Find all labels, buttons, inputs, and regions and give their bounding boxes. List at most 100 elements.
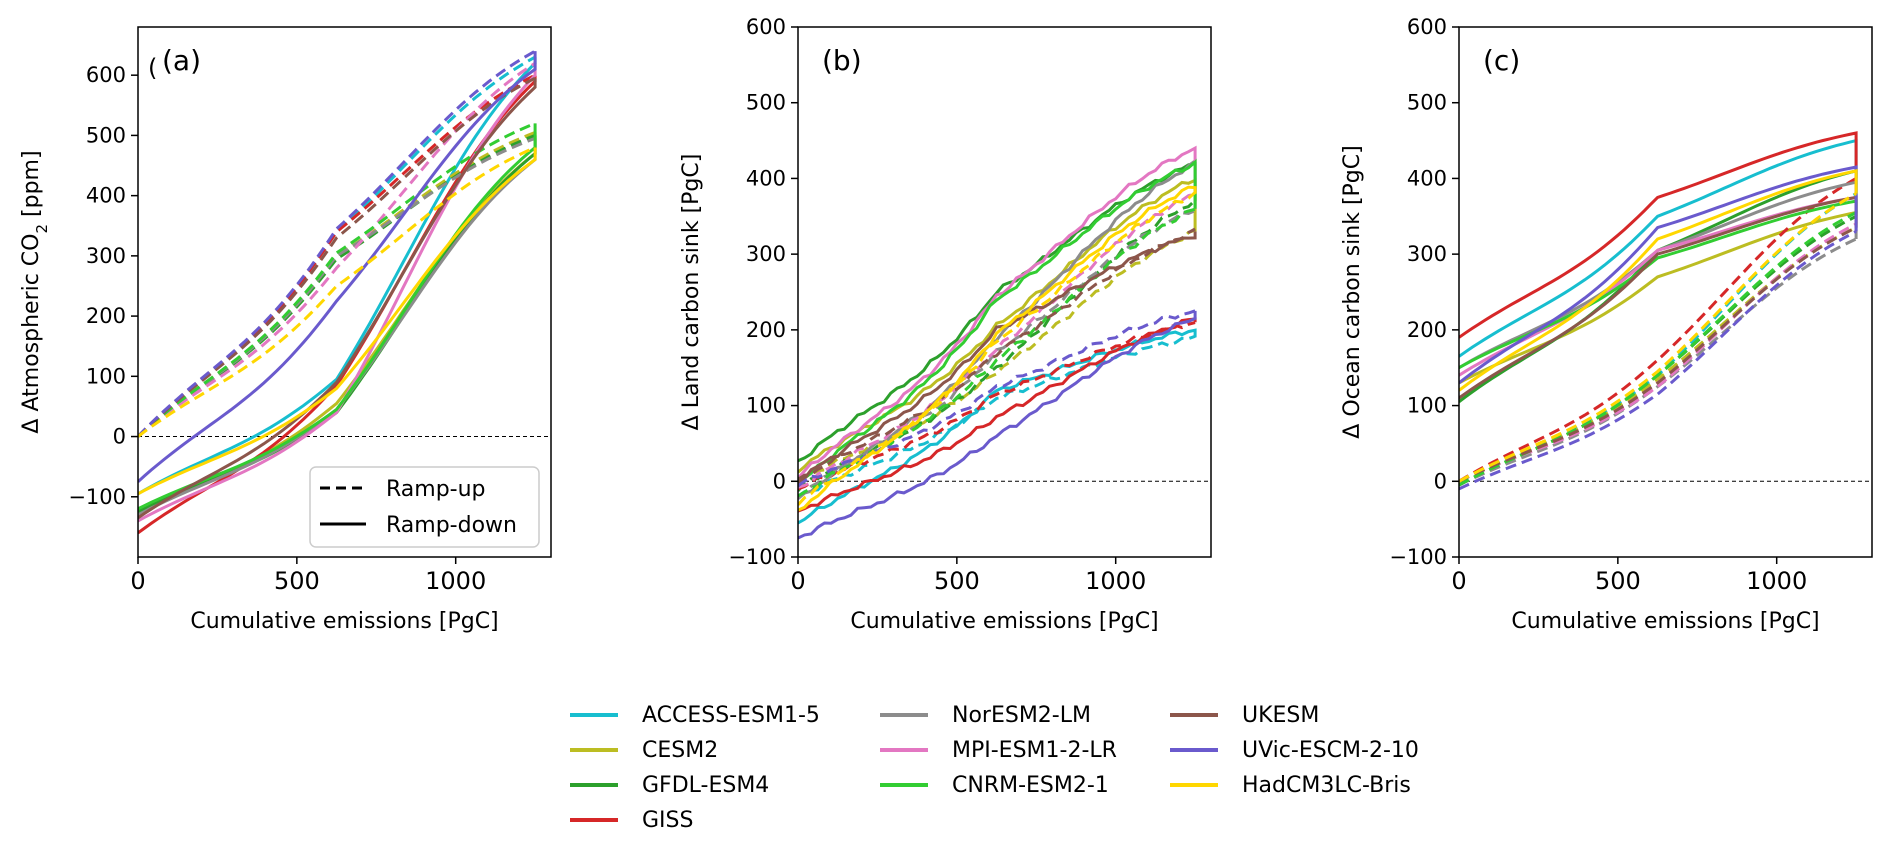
ramp-up-line-cesm2 [798,228,1196,481]
ramp-up-line-giss [1459,177,1857,483]
legend-label: NorESM2-LM [952,702,1091,728]
legend-label: UKESM [1242,702,1320,728]
x-tick-label: 0 [790,567,805,595]
legend-swatch [1170,748,1218,752]
ramp-down-line-ukesm [138,78,537,520]
y-tick-label: 300 [86,244,126,268]
ramp-down-line-cnrm-esm2-1 [138,123,537,511]
y-tick-label: 600 [1407,15,1447,39]
line-style-legend-box [309,466,540,548]
plot-frame [1458,26,1873,558]
y-tick-label: 400 [1407,166,1447,190]
x-tick-label: 500 [934,567,980,595]
legend-swatch [880,748,928,752]
panel-label: (a) [162,44,201,77]
legend-item-hadcm3lc-bris: HadCM3LC-Bris [1170,770,1411,800]
y-tick-label: −100 [728,545,786,569]
series-group [1459,131,1858,491]
ramp-down-line-hadcm3lc-bris [798,185,1197,512]
plot-frame [797,26,1212,558]
legend-label: HadCM3LC-Bris [1242,772,1411,798]
legend-swatch [570,713,618,717]
model-legend: ACCESS-ESM1-5 CESM2 GFDL-ESM4 GISS NorES… [570,700,1470,840]
ramp-down-line-mpi-esm1-2-lr [798,145,1197,480]
legend-swatch [1170,713,1218,717]
y-tick-label: 400 [746,166,786,190]
legend-swatch [570,818,618,822]
legend-label: UVic-ESCM-2-10 [1242,737,1419,763]
ramp-down-label: Ramp-down [386,513,517,538]
panel-b: 0 500 1000−1000100200300400500600Cumulativ… [679,15,1212,634]
ramp-down-line-ukesm [798,231,1197,485]
ramp-down-line-mpi-esm1-2-lr [1459,195,1858,377]
ramp-down-line-cnrm-esm2-1 [798,158,1197,487]
legend-item-mpi-esm1-2-lr: MPI-ESM1-2-LR [880,735,1117,765]
y-tick-label: 0 [1434,469,1447,493]
legend-item-cesm2: CESM2 [570,735,718,765]
x-axis-label: Cumulative emissions [PgC] [1511,609,1819,634]
y-axis-label-unit: [ppm] [19,150,44,224]
y-tick-label: 200 [746,318,786,342]
ramp-up-line-mpi-esm1-2-lr [1459,222,1857,483]
x-tick-label: 0 [130,567,145,595]
panel-label: (c) [1483,44,1520,77]
y-tick-label: 300 [746,242,786,266]
ramp-down-line-giss [1459,131,1858,339]
ramp-up-line-mpi-esm1-2-lr [138,61,536,438]
y-tick-label: 200 [86,304,126,328]
y-tick-label: 400 [86,184,126,208]
ramp-up-line-giss [798,321,1196,491]
x-tick-label: 1000 [1085,567,1146,595]
y-tick-label: 100 [746,394,786,418]
ramp-down-line-mpi-esm1-2-lr [138,63,537,523]
x-tick-label: 1000 [1746,567,1807,595]
ramp-up-line-ukesm [798,227,1196,481]
y-tick-label: 300 [1407,242,1447,266]
ramp-up-line-hadcm3lc-bris [138,146,536,438]
legend-label: CNRM-ESM2-1 [952,772,1109,798]
legend-item-giss: GISS [570,805,693,835]
panel-label-artifact: ( [148,54,157,82]
ramp-down-line-hadcm3lc-bris [1459,169,1858,392]
x-tick-label: 1000 [425,567,486,595]
line-style-legend: Ramp-up Ramp-down [309,466,540,548]
ramp-up-line-noresm2-lm [1459,237,1857,487]
x-tick-label: 500 [1595,567,1641,595]
legend-label: ACCESS-ESM1-5 [642,702,820,728]
legend-swatch [880,713,928,717]
y-tick-label: 500 [746,91,786,115]
ramp-up-line-noresm2-lm [138,136,536,438]
ramp-down-line-uvic-escm-2-10 [798,310,1197,540]
y-tick-label: −100 [68,485,126,509]
ramp-down-line-access-esm1-5 [138,57,537,496]
ramp-down-line-noresm2-lm [138,138,537,517]
y-tick-label: 100 [1407,394,1447,418]
ramp-up-line-hadcm3lc-bris [1459,192,1857,483]
y-tick-label: 200 [1407,318,1447,342]
y-axis-label: Δ Atmospheric CO2 [ppm] [19,150,51,433]
y-axis-label: Δ Land carbon sink [PgC] [679,154,704,431]
y-tick-label: 100 [86,364,126,388]
legend-swatch [570,783,618,787]
ramp-up-label: Ramp-up [386,477,486,502]
panel-c: 0 500 1000−1000100200300400500600Cumulativ… [1340,15,1873,634]
ramp-up-line-ukesm [138,76,536,438]
legend-item-uvic-escm-2-10: UVic-ESCM-2-10 [1170,735,1419,765]
legend-item-noresm2-lm: NorESM2-LM [880,700,1091,730]
legend-item-cnrm-esm2-1: CNRM-ESM2-1 [880,770,1109,800]
ramp-down-line-cesm2 [1459,210,1858,385]
x-tick-label: 500 [274,567,320,595]
ramp-down-line-hadcm3lc-bris [138,147,537,496]
x-axis-label: Cumulative emissions [PgC] [190,609,498,634]
x-axis-label: Cumulative emissions [PgC] [850,609,1158,634]
y-tick-label: 0 [773,469,786,493]
ramp-down-line-gfdl-esm4 [138,135,537,514]
ramp-down-line-ukesm [1459,195,1858,400]
ramp-down-line-uvic-escm-2-10 [138,51,537,483]
legend-label: MPI-ESM1-2-LR [952,737,1117,763]
legend-label: CESM2 [642,737,719,763]
ramp-down-line-gfdl-esm4 [1459,168,1858,403]
ramp-down-line-cesm2 [798,177,1197,474]
x-tick-label: 0 [1451,567,1466,595]
